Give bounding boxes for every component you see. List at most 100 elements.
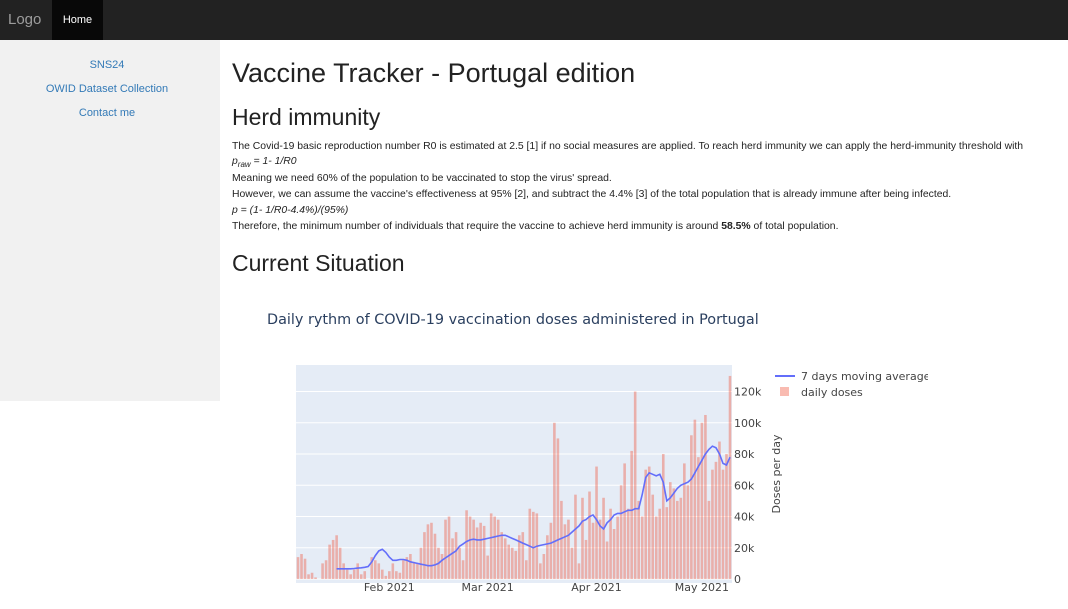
daily-dose-bar[interactable] [676, 500, 679, 579]
legend-label-average[interactable]: 7 days moving average [801, 370, 931, 383]
sidebar-link-sns24[interactable]: SNS24 [89, 59, 125, 71]
daily-dose-bar[interactable] [700, 422, 704, 579]
daily-dose-bar[interactable] [472, 519, 475, 579]
daily-dose-bar[interactable] [416, 563, 419, 579]
daily-dose-bar[interactable] [602, 497, 605, 579]
daily-dose-bar[interactable] [496, 519, 500, 579]
daily-dose-bar[interactable] [553, 422, 556, 579]
daily-dose-bar[interactable] [658, 508, 662, 579]
daily-dose-bar[interactable] [465, 510, 468, 579]
daily-dose-bar[interactable] [331, 539, 335, 579]
daily-dose-bar[interactable] [517, 535, 521, 579]
daily-dose-bar[interactable] [640, 516, 644, 579]
daily-dose-bar[interactable] [296, 557, 300, 579]
daily-dose-bar[interactable] [486, 555, 489, 579]
daily-dose-bar[interactable] [384, 575, 388, 579]
daily-dose-bar[interactable] [711, 469, 714, 579]
daily-dose-bar[interactable] [412, 561, 416, 579]
daily-dose-bar[interactable] [577, 563, 581, 579]
daily-dose-bar[interactable] [426, 524, 430, 579]
daily-dose-bar[interactable] [324, 560, 328, 579]
daily-dose-bar[interactable] [500, 532, 504, 579]
daily-dose-bar[interactable] [619, 485, 623, 579]
daily-dose-bar[interactable] [335, 535, 338, 579]
daily-dose-bar[interactable] [591, 522, 595, 579]
daily-dose-bar[interactable] [542, 554, 546, 579]
daily-dose-bar[interactable] [539, 563, 542, 579]
daily-dose-bar[interactable] [690, 435, 693, 579]
daily-dose-bar[interactable] [721, 469, 725, 579]
daily-dose-bar[interactable] [433, 533, 437, 579]
daily-dose-bar[interactable] [623, 463, 626, 579]
daily-dose-bar[interactable] [359, 574, 363, 579]
daily-dose-bar[interactable] [391, 563, 395, 579]
daily-dose-bar[interactable] [521, 532, 525, 579]
daily-dose-bar[interactable] [633, 391, 637, 579]
legend-label-daily[interactable]: daily doses [801, 386, 863, 399]
daily-dose-bar[interactable] [672, 488, 676, 579]
daily-dose-bar[interactable] [528, 508, 532, 579]
daily-dose-bar[interactable] [479, 522, 482, 579]
daily-dose-bar[interactable] [693, 419, 697, 579]
daily-dose-bar[interactable] [616, 516, 619, 579]
daily-dose-bar[interactable] [697, 457, 700, 579]
daily-dose-bar[interactable] [458, 547, 461, 579]
sidebar-link-owid[interactable]: OWID Dataset Collection [45, 83, 169, 95]
daily-dose-bar[interactable] [310, 572, 314, 579]
daily-dose-bar[interactable] [444, 519, 447, 579]
nav-home-link[interactable]: Home [52, 0, 103, 40]
daily-dose-bar[interactable] [630, 450, 633, 579]
daily-dose-bar[interactable] [560, 500, 563, 579]
daily-dose-bar[interactable] [584, 539, 588, 579]
daily-dose-bar[interactable] [423, 532, 426, 579]
daily-dose-bar[interactable] [549, 522, 553, 579]
daily-dose-bar[interactable] [570, 547, 574, 579]
daily-dose-bar[interactable] [532, 511, 535, 579]
daily-dose-bar[interactable] [524, 560, 528, 579]
daily-dose-bar[interactable] [388, 571, 391, 579]
daily-dose-bar[interactable] [651, 494, 655, 579]
daily-dose-bar[interactable] [598, 519, 602, 579]
daily-dose-bar[interactable] [370, 557, 374, 579]
daily-dose-bar[interactable] [574, 494, 577, 579]
daily-dose-bar[interactable] [686, 485, 690, 579]
daily-dose-bar[interactable] [345, 569, 349, 579]
daily-dose-bar[interactable] [654, 516, 658, 579]
daily-dose-bar[interactable] [402, 560, 405, 579]
daily-dose-bar[interactable] [665, 507, 669, 579]
daily-dose-bar[interactable] [373, 560, 377, 579]
daily-dose-bar[interactable] [328, 544, 331, 579]
daily-dose-bar[interactable] [668, 482, 672, 579]
daily-dose-bar[interactable] [707, 500, 711, 579]
daily-dose-bar[interactable] [405, 557, 409, 579]
daily-dose-bar[interactable] [377, 563, 381, 579]
daily-dose-bar[interactable] [612, 529, 616, 579]
daily-dose-bar[interactable] [356, 563, 360, 579]
daily-dose-bar[interactable] [514, 550, 518, 579]
daily-dose-bar[interactable] [581, 497, 584, 579]
daily-dose-bar[interactable] [567, 519, 570, 579]
daily-dose-bar[interactable] [493, 516, 496, 579]
daily-dose-bar[interactable] [447, 516, 451, 579]
daily-dose-bar[interactable] [683, 463, 686, 579]
daily-dose-bar[interactable] [395, 571, 398, 579]
daily-dose-bar[interactable] [338, 547, 342, 579]
daily-dose-bar[interactable] [595, 466, 598, 579]
daily-dose-bar[interactable] [637, 500, 640, 579]
daily-dose-bar[interactable] [451, 538, 454, 579]
daily-dose-bar[interactable] [725, 454, 728, 579]
daily-dose-bar[interactable] [461, 560, 465, 579]
daily-dose-bar[interactable] [475, 527, 479, 579]
daily-dose-bar[interactable] [704, 414, 707, 579]
daily-dose-bar[interactable] [409, 554, 412, 579]
daily-dose-bar[interactable] [314, 577, 317, 579]
daily-dose-bar[interactable] [644, 469, 648, 579]
daily-dose-bar[interactable] [510, 547, 514, 579]
daily-dose-bar[interactable] [647, 466, 651, 579]
daily-dose-bar[interactable] [303, 558, 307, 579]
daily-dose-bar[interactable] [430, 522, 433, 579]
daily-dose-bar[interactable] [661, 454, 665, 579]
daily-dose-bar[interactable] [380, 569, 384, 579]
daily-dose-bar[interactable] [419, 547, 423, 579]
daily-dose-bar[interactable] [728, 375, 732, 579]
